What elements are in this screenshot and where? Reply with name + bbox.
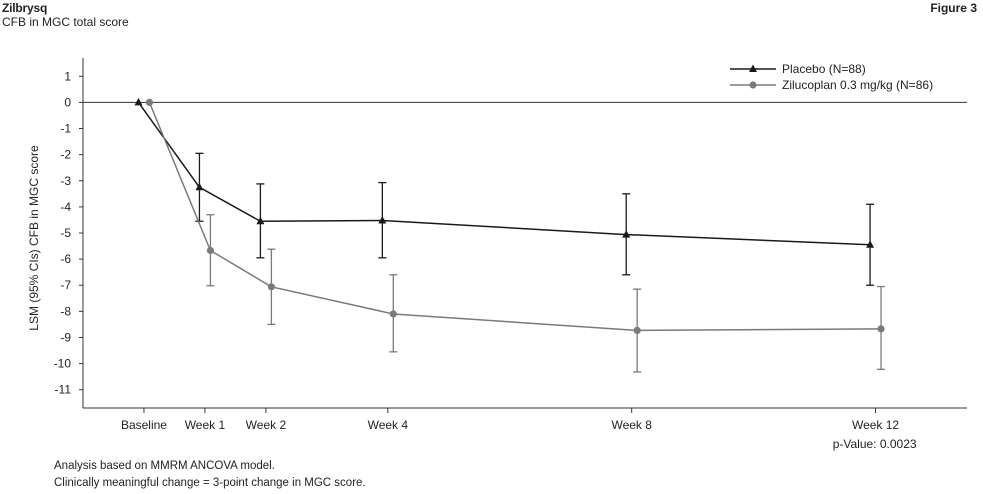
x-tick-label: Baseline — [121, 418, 167, 432]
footnote-2: Clinically meaningful change = 3-point c… — [54, 477, 366, 489]
data-point — [195, 182, 204, 191]
series-layer — [134, 97, 886, 373]
y-tick-label: -9 — [60, 330, 71, 344]
data-point — [877, 325, 885, 333]
page-subtitle: CFB in MGC total score — [2, 15, 129, 29]
p-value-annotation: p-Value: 0.0023 — [833, 437, 917, 451]
series-line — [137, 101, 871, 246]
data-point — [866, 240, 875, 248]
app-title: Zilbrysq — [2, 1, 48, 15]
footnote-1: Analysis based on MMRM ANCOVA model. — [54, 460, 275, 472]
data-point — [256, 216, 265, 225]
y-tick-label: -4 — [60, 200, 71, 214]
x-tick-label: Week 8 — [611, 418, 652, 432]
legend-item-2: Zilucoplan 0.3 mg/kg (N=86) — [730, 78, 933, 92]
y-tick-label: -11 — [55, 383, 72, 397]
x-tick-label: Week 1 — [185, 418, 226, 432]
data-point — [389, 310, 397, 318]
y-tick-label: -5 — [60, 226, 71, 240]
x-tick-label: Week 12 — [852, 418, 899, 432]
y-axis-label: LSM (95% CIs) CFB in MGC score — [27, 145, 41, 331]
y-tick-label: -2 — [60, 148, 71, 162]
x-tick-label: Week 4 — [368, 418, 409, 432]
series-1 — [134, 97, 875, 286]
y-tick-label: -7 — [60, 278, 71, 292]
y-tick-label: -8 — [60, 304, 71, 318]
legend-marker — [749, 81, 757, 89]
data-point — [206, 246, 215, 255]
legend-item-1: Placebo (N=88) — [730, 62, 866, 76]
series-line — [148, 102, 882, 332]
data-point — [267, 283, 275, 291]
x-tick-label: Week 2 — [246, 418, 287, 432]
y-tick-label: -1 — [60, 122, 71, 136]
y-tick-label: -3 — [60, 174, 71, 188]
legend-marker — [749, 64, 757, 72]
y-tick-label: 0 — [64, 95, 71, 109]
y-tick-label: -10 — [54, 357, 72, 371]
legend-label: Placebo (N=88) — [782, 62, 866, 76]
series-2 — [145, 98, 886, 373]
data-point — [145, 98, 154, 107]
figure-label: Figure 3 — [930, 1, 977, 15]
data-point — [622, 230, 631, 238]
data-point — [633, 326, 641, 335]
data-point — [134, 97, 143, 106]
axes: 1 0 -1 -2 -3 -4 -5 -6 -7 -8 -9 -10 -11 Baseline Week 1… — [27, 58, 967, 451]
legend-label: Zilucoplan 0.3 mg/kg (N=86) — [782, 78, 933, 92]
y-tick-label: -6 — [60, 252, 71, 266]
y-tick-label: 1 — [64, 69, 71, 83]
legend: Placebo (N=88) Zilucoplan 0.3 mg/kg (N=86… — [730, 62, 933, 92]
data-point — [378, 215, 387, 224]
